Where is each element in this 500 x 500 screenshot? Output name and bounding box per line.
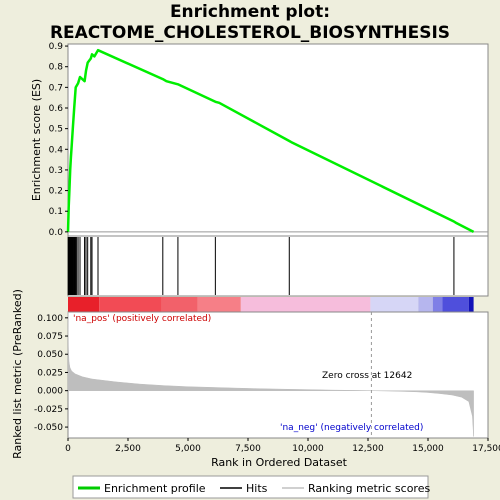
es-y-tick-label: 0.5 xyxy=(49,125,63,135)
es-axis-label: Enrichment score (ES) xyxy=(30,79,43,201)
x-axis-label: Rank in Ordered Dataset xyxy=(211,456,348,469)
x-tick-label: 10,000 xyxy=(292,444,324,454)
legend-profile-label: Enrichment profile xyxy=(104,482,206,495)
axes-layer: 0.0 0.1 0.2 0.3 0.4 0.5 0.6 0.7 0.8 0.9 0.100 0.075… xyxy=(34,42,500,454)
zero-cross-label: Zero cross at 12642 xyxy=(322,371,412,381)
ranking-metric-area xyxy=(67,311,474,437)
hits-panel xyxy=(67,235,489,297)
color-bar-segment xyxy=(68,297,100,312)
x-tick-label: 17,500 xyxy=(472,444,500,454)
color-bar-segment xyxy=(442,297,469,312)
metric-y-tick-label: 0.100 xyxy=(37,314,63,324)
pos-correlated-label: 'na_pos' (positively correlated) xyxy=(73,314,211,324)
es-layer xyxy=(66,48,488,234)
ranking-color-bar xyxy=(68,297,474,312)
metric-y-tick-label: 0.050 xyxy=(37,350,63,360)
color-bar-segment xyxy=(240,297,371,312)
color-bar-segment xyxy=(370,297,419,312)
metric-y-tick-label: 0.075 xyxy=(37,332,63,342)
legend-hits-label: Hits xyxy=(246,482,268,495)
es-y-tick-label: 0.9 xyxy=(49,42,64,52)
es-y-tick-label: 0.2 xyxy=(49,187,63,197)
x-tick-label: 5,000 xyxy=(175,444,201,454)
legend-box xyxy=(72,475,429,499)
color-bar-segment xyxy=(99,297,162,312)
color-bar-segment xyxy=(468,297,474,312)
color-bar-segment xyxy=(432,297,443,312)
enrichment-profile-line xyxy=(66,48,475,234)
metric-layer xyxy=(67,311,474,438)
chart-title-line1: Enrichment plot: xyxy=(170,2,330,22)
metric-y-tick-label: 0.000 xyxy=(37,387,63,397)
x-tick-label: 7,500 xyxy=(235,444,261,454)
es-y-tick-label: 0.7 xyxy=(49,83,63,93)
metric-y-tick-label: -0.050 xyxy=(34,423,63,433)
color-bar-segment xyxy=(161,297,198,312)
neg-correlated-label: 'na_neg' (negatively correlated) xyxy=(280,423,423,433)
x-tick-label: 12,500 xyxy=(352,444,384,454)
x-tick-label: 15,000 xyxy=(412,444,444,454)
es-y-tick-label: 0.8 xyxy=(49,63,64,73)
color-bar-segment xyxy=(197,297,241,312)
metric-y-tick-label: -0.025 xyxy=(34,405,63,415)
x-tick-label: 2,500 xyxy=(115,444,141,454)
es-y-tick-label: 0.4 xyxy=(49,145,64,155)
color-bar-segment xyxy=(418,297,433,312)
es-y-tick-label: 0.3 xyxy=(49,166,63,176)
metric-y-tick-label: 0.025 xyxy=(37,368,63,378)
es-y-tick-label: 0.1 xyxy=(49,207,63,217)
es-y-tick-label: 0.6 xyxy=(49,104,64,114)
metric-axis-label: Ranked list metric (PreRanked) xyxy=(11,289,24,459)
chart-title-line2: REACTOME_CHOLESTEROL_BIOSYNTHESIS xyxy=(50,23,450,43)
legend-metric-label: Ranking metric scores xyxy=(308,482,430,495)
hits-layer xyxy=(67,237,455,295)
es-y-tick-label: 0.0 xyxy=(49,228,64,238)
metric-panel xyxy=(67,311,489,439)
x-tick-label: 0 xyxy=(65,444,71,454)
